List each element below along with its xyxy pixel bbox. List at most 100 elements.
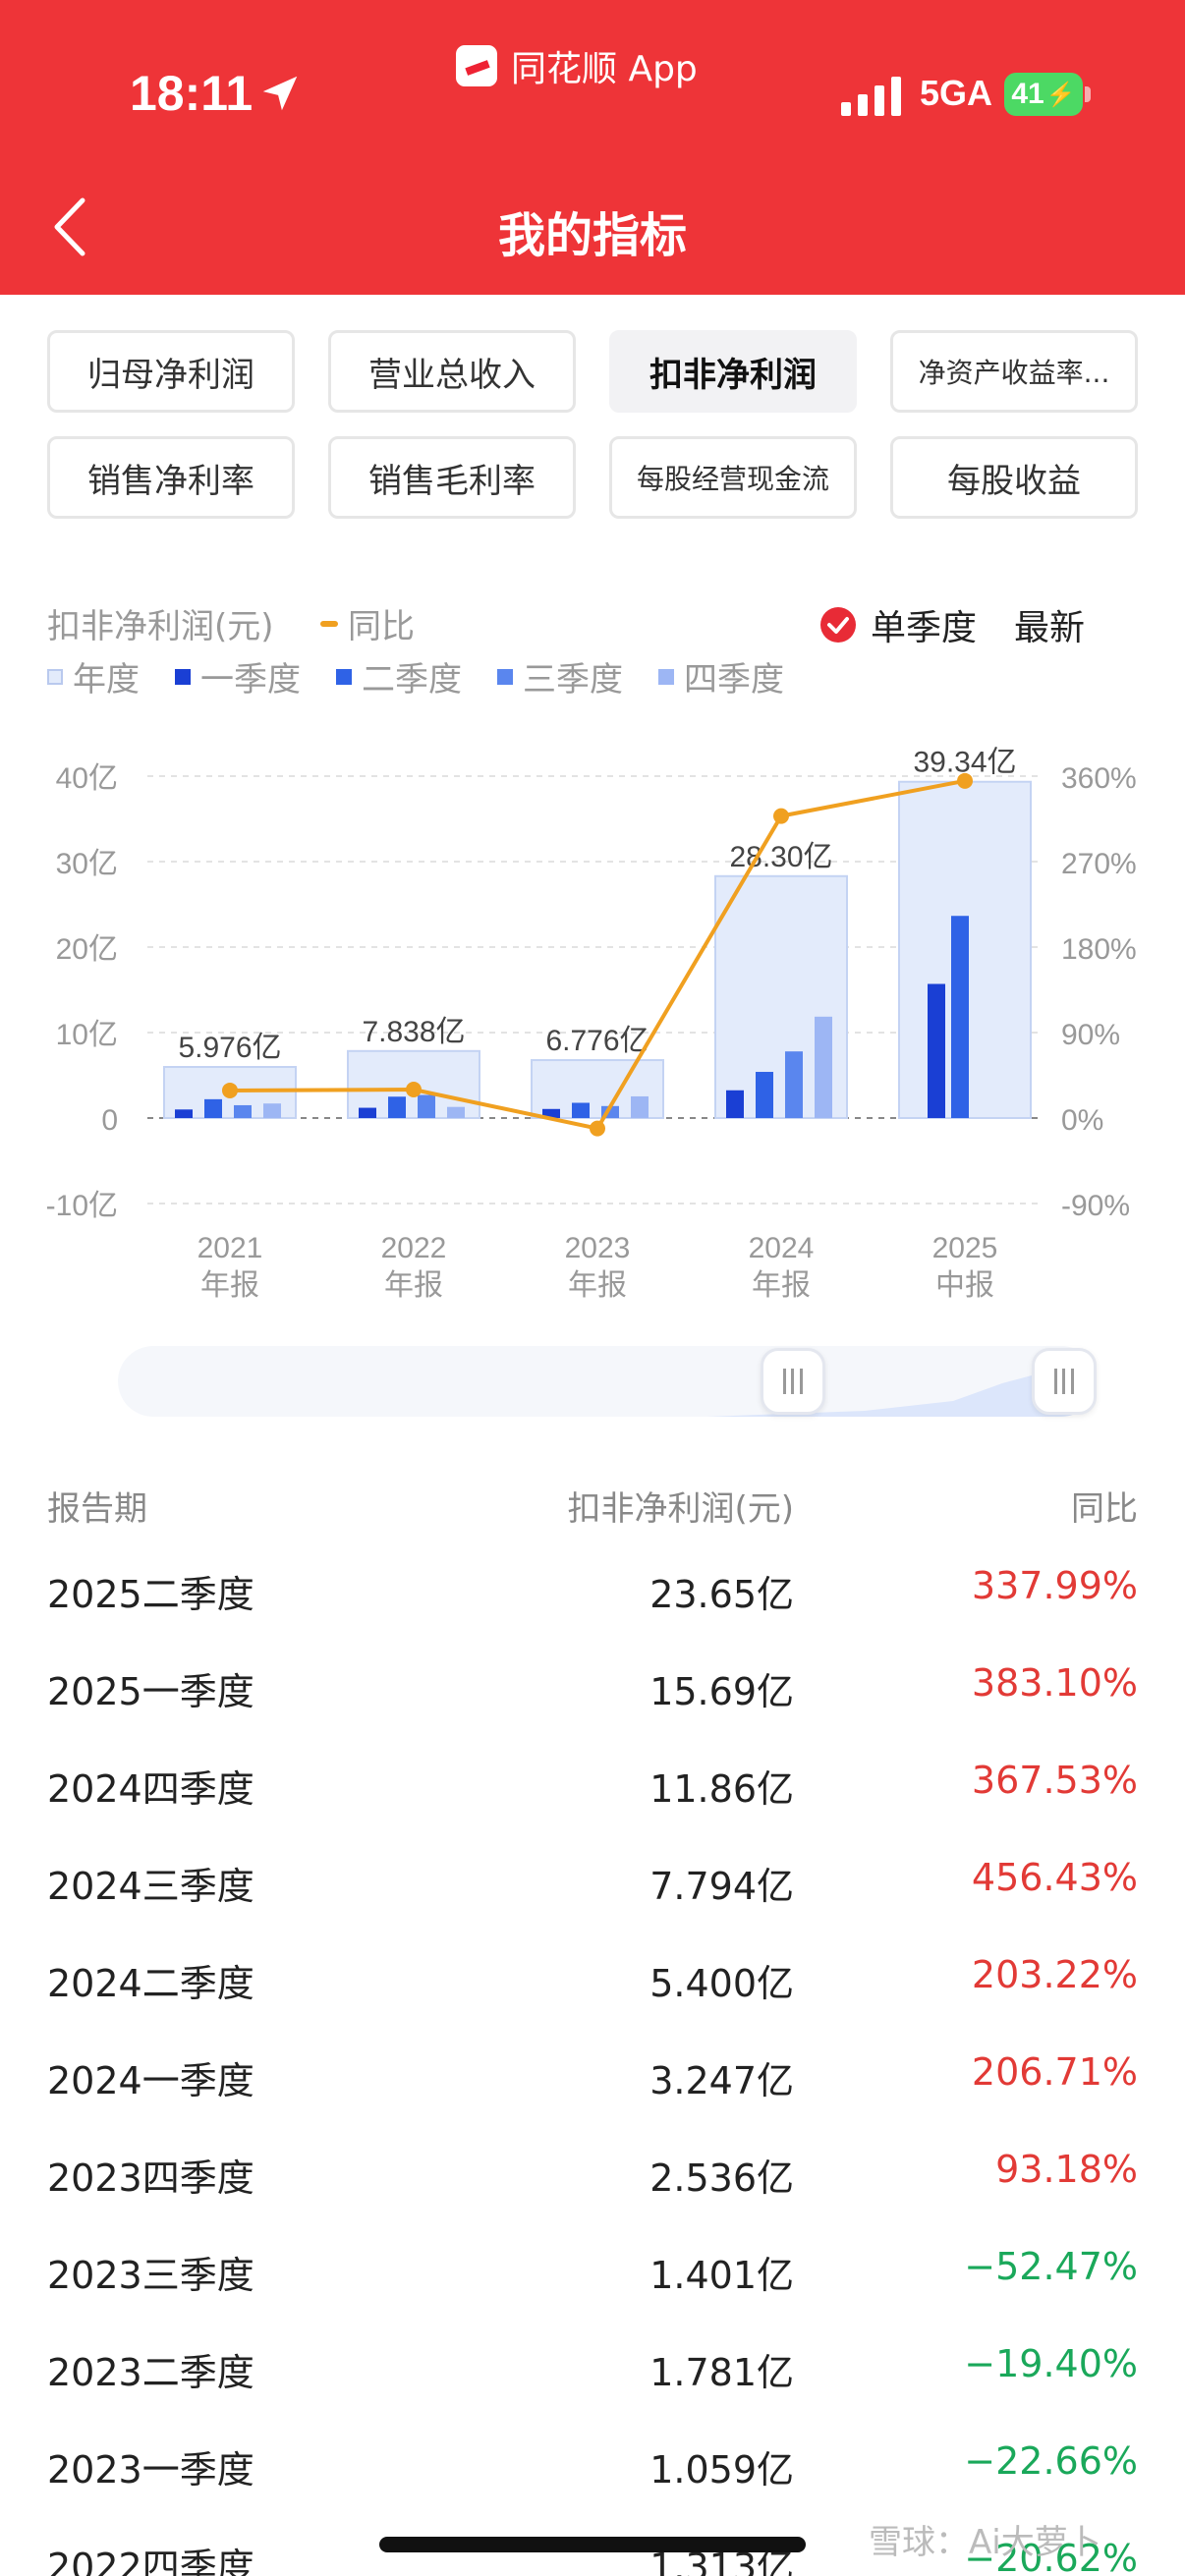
header-yoy: 同比 <box>1071 1489 1138 1529</box>
table-row[interactable]: 2024四季度 11.86亿 367.53% <box>47 1745 1138 1842</box>
x-tick-sublabel: 年报 <box>568 1269 627 1302</box>
battery-tip <box>1085 86 1091 102</box>
battery-icon: 41 ⚡ <box>1004 73 1083 116</box>
annual-data-label: 5.976亿 <box>178 1032 281 1064</box>
back-arrow-icon[interactable] <box>45 193 94 261</box>
cell-period: 2024四季度 <box>47 1767 254 1811</box>
table-row[interactable]: 2023一季度 1.059亿 −22.66% <box>47 2426 1138 2523</box>
range-slider-left-handle[interactable] <box>761 1348 825 1415</box>
indicator-tabs: 归母净利润 营业总收入 扣非净利润 净资产收益率... 销售净利率 销售毛利率 … <box>47 330 1138 519</box>
single-quarter-toggle[interactable]: 单季度 <box>819 599 977 650</box>
table-row[interactable]: 2024一季度 3.247亿 206.71% <box>47 2037 1138 2134</box>
legend-swatch-annual <box>47 668 63 685</box>
tab-operating-cashflow-per-share[interactable]: 每股经营现金流 <box>609 436 857 519</box>
cell-period: 2023一季度 <box>47 2448 254 2492</box>
table-row[interactable]: 2024三季度 7.794亿 456.43% <box>47 1842 1138 1939</box>
location-arrow-icon <box>262 76 298 111</box>
profit-chart[interactable]: -10亿 -90% 0 0% 10亿 90% 20亿 180% 30亿 270% 40亿 360% 5.… <box>0 707 1185 1316</box>
table-row[interactable]: 2025一季度 15.69亿 383.10% <box>47 1648 1138 1745</box>
legend-q1: 一季度 <box>175 652 301 700</box>
y2-tick-label: 360% <box>1061 762 1137 795</box>
y-tick-label: 40亿 <box>56 762 118 795</box>
legend-annual: 年度 <box>47 652 140 700</box>
quarter-bar-1 <box>542 1108 560 1118</box>
x-tick-label: 2022 <box>381 1232 447 1264</box>
table-row[interactable]: 2022四季度 1.313亿 −20.62% <box>47 2523 1138 2576</box>
cell-yoy: 367.53% <box>971 1759 1138 1802</box>
y-tick-label: 10亿 <box>56 1019 118 1051</box>
legend-swatch-q2 <box>336 668 352 685</box>
cell-value: 7.794亿 <box>649 1865 794 1908</box>
cell-period: 2023四季度 <box>47 2156 254 2200</box>
cell-value: 23.65亿 <box>649 1573 794 1616</box>
status-time: 18:11 <box>130 66 254 121</box>
range-slider-track[interactable] <box>118 1346 1097 1417</box>
checked-circle-icon <box>820 607 856 643</box>
cell-period: 2023三季度 <box>47 2254 254 2297</box>
yoy-legend-label: 同比 <box>348 607 415 646</box>
tab-gross-margin[interactable]: 销售毛利率 <box>328 436 576 519</box>
cell-yoy: 383.10% <box>971 1661 1138 1705</box>
home-indicator[interactable] <box>379 2537 806 2552</box>
x-tick-label: 2023 <box>565 1232 631 1264</box>
quarter-bar-4 <box>263 1103 281 1118</box>
range-slider-right-handle[interactable] <box>1032 1348 1097 1415</box>
cell-period: 2024一季度 <box>47 2059 254 2102</box>
cell-value: 11.86亿 <box>649 1767 794 1811</box>
legend-q3: 三季度 <box>497 652 623 700</box>
latest-button[interactable]: 最新 <box>1014 608 1086 648</box>
legend-q2: 二季度 <box>336 652 462 700</box>
y2-tick-label: 270% <box>1061 848 1137 880</box>
quarter-bar-3 <box>418 1094 435 1118</box>
x-tick-sublabel: 年报 <box>384 1269 443 1302</box>
yoy-point <box>406 1082 422 1097</box>
cell-value: 1.781亿 <box>649 2351 794 2394</box>
tab-eps[interactable]: 每股收益 <box>890 436 1138 519</box>
tab-deducted-net-profit[interactable]: 扣非净利润 <box>609 330 857 413</box>
cellular-signal-icon <box>841 77 901 116</box>
quarter-bar-2 <box>388 1096 406 1118</box>
legend-swatch-q1 <box>175 668 191 685</box>
app-header: 18:11 同花顺 App 5GA 41 ⚡ 我的指标 <box>0 0 1185 295</box>
quarter-bar-2 <box>756 1072 773 1118</box>
cell-value: 2.536亿 <box>649 2156 794 2200</box>
cell-yoy: −20.62% <box>964 2537 1138 2576</box>
tonghuashun-logo-icon <box>456 45 497 86</box>
table-row[interactable]: 2023三季度 1.401亿 −52.47% <box>47 2231 1138 2328</box>
tab-parent-net-profit[interactable]: 归母净利润 <box>47 330 295 413</box>
table-row[interactable]: 2024二季度 5.400亿 203.22% <box>47 1939 1138 2037</box>
cell-period: 2025一季度 <box>47 1670 254 1713</box>
cell-yoy: 203.22% <box>971 1953 1138 1996</box>
header-period: 报告期 <box>47 1489 147 1529</box>
quarter-bar-3 <box>785 1051 803 1118</box>
yoy-legend: 同比 <box>320 599 415 647</box>
x-tick-label: 2025 <box>932 1232 998 1264</box>
quarter-bar-1 <box>726 1090 744 1118</box>
quarter-bar-4 <box>447 1106 465 1118</box>
cell-yoy: −22.66% <box>964 2439 1138 2483</box>
data-table: 2025二季度 23.65亿 337.99% 2025一季度 15.69亿 383.10%… <box>47 1550 1138 2576</box>
cell-value: 1.401亿 <box>649 2254 794 2297</box>
cell-value: 1.059亿 <box>649 2448 794 2492</box>
cell-period: 2025二季度 <box>47 1573 254 1616</box>
quarter-bar-2 <box>572 1102 590 1118</box>
table-row[interactable]: 2023二季度 1.781亿 −19.40% <box>47 2328 1138 2426</box>
quarter-bar-3 <box>234 1104 252 1118</box>
cell-period: 2022四季度 <box>47 2546 254 2576</box>
quarter-bar-4 <box>815 1016 832 1118</box>
range-slider-preview <box>118 1360 1097 1417</box>
quarter-bar-1 <box>359 1107 376 1118</box>
cell-yoy: 337.99% <box>971 1564 1138 1607</box>
tab-net-margin[interactable]: 销售净利率 <box>47 436 295 519</box>
back-to-app-badge[interactable]: 同花顺 App <box>456 43 698 89</box>
table-row[interactable]: 2023四季度 2.536亿 93.18% <box>47 2134 1138 2231</box>
yoy-point <box>222 1082 238 1098</box>
cell-yoy: −19.40% <box>964 2342 1138 2385</box>
quarter-bar-4 <box>631 1095 649 1118</box>
y-tick-label: 20亿 <box>56 933 118 966</box>
x-tick-label: 2024 <box>749 1232 815 1264</box>
cell-value: 3.247亿 <box>649 2059 794 2102</box>
table-row[interactable]: 2025二季度 23.65亿 337.99% <box>47 1550 1138 1648</box>
tab-total-revenue[interactable]: 营业总收入 <box>328 330 576 413</box>
tab-roe[interactable]: 净资产收益率... <box>890 330 1138 413</box>
